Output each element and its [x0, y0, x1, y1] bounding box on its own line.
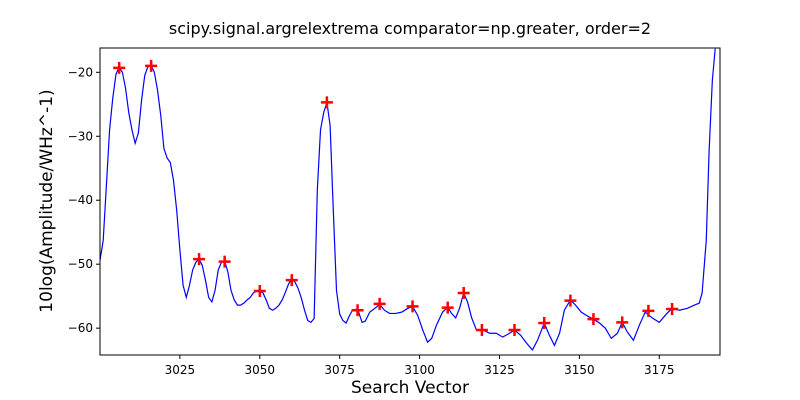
extremum-marker: [564, 294, 577, 307]
x-tick-label: 3150: [564, 363, 595, 377]
extremum-marker: [508, 324, 521, 337]
extremum-marker: [406, 300, 419, 313]
extremum-marker: [285, 274, 298, 287]
extremum-marker: [666, 302, 679, 315]
y-tick-label: −40: [68, 193, 93, 207]
extremum-marker: [113, 61, 126, 74]
y-axis-label: 10log(Amplitude/WHz^-1): [37, 89, 57, 312]
extremum-marker: [475, 324, 488, 337]
extremum-marker: [193, 253, 206, 266]
extremum-marker: [218, 255, 231, 268]
extremum-marker: [145, 59, 158, 72]
extremum-marker: [320, 96, 333, 109]
extremum-marker: [253, 285, 266, 298]
data-line: [100, 48, 716, 351]
x-tick-label: 3100: [404, 363, 435, 377]
extremum-marker: [538, 317, 551, 330]
extremum-marker: [642, 304, 655, 317]
chart-title: scipy.signal.argrelextrema comparator=np…: [169, 19, 651, 38]
x-tick-label: 3175: [644, 363, 675, 377]
x-tick-label: 3050: [245, 363, 276, 377]
extremum-marker: [616, 316, 629, 329]
extremum-marker: [441, 301, 454, 314]
plot-frame: [99, 47, 721, 356]
x-tick-label: 3025: [165, 363, 196, 377]
extremum-marker: [587, 313, 600, 326]
y-tick-label: −30: [68, 129, 93, 143]
extremum-marker: [457, 286, 470, 299]
extremum-marker: [351, 304, 364, 317]
y-tick-label: −60: [68, 321, 93, 335]
x-tick-label: 3075: [324, 363, 355, 377]
y-tick-label: −20: [68, 65, 93, 79]
x-axis-label: Search Vector: [351, 378, 469, 398]
y-tick-label: −50: [68, 257, 93, 271]
extremum-marker: [373, 297, 386, 310]
x-tick-label: 3125: [484, 363, 515, 377]
